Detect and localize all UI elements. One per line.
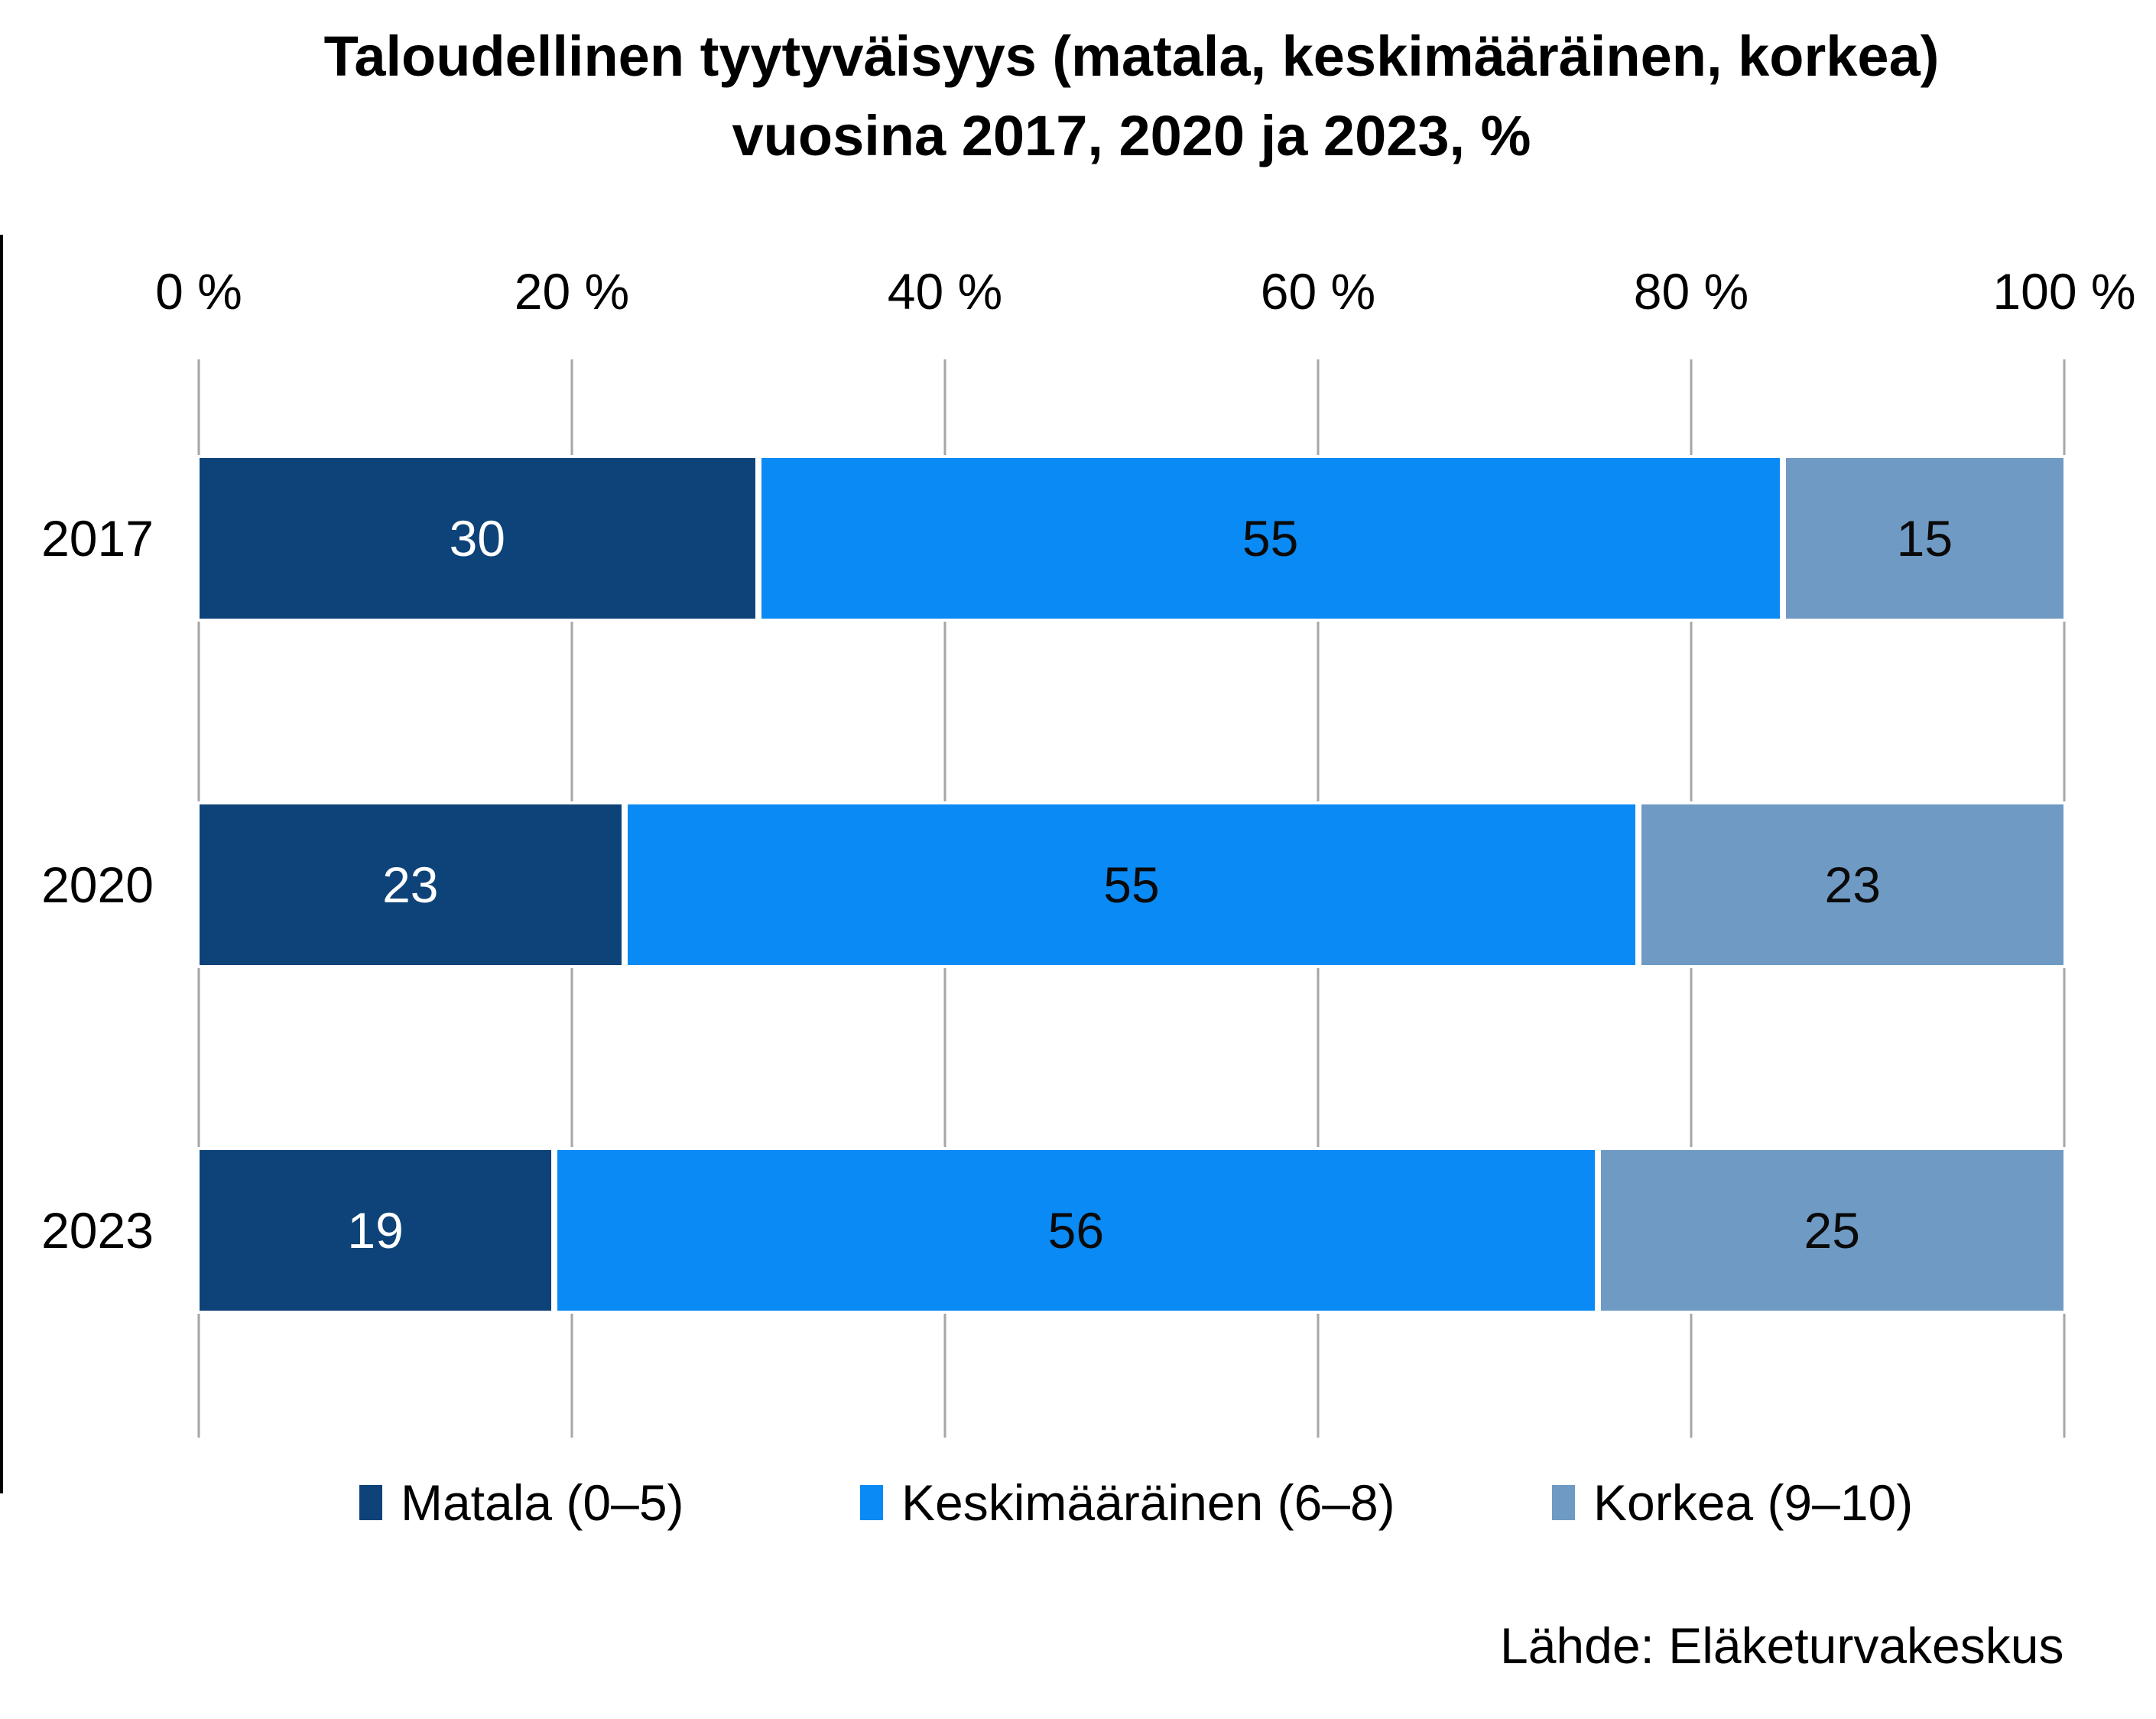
- x-axis: 0 % 20 % 40 % 60 % 80 % 100 %: [155, 257, 2135, 326]
- plot-area: 30 55 15 23 55 23 19 56 25: [196, 359, 2067, 1438]
- bar-row-2017: 30 55 15: [196, 455, 2067, 622]
- bar-value-label: 19: [347, 1202, 404, 1259]
- bar-row-2023: 19 56 25: [196, 1147, 2067, 1314]
- chart-title: Taloudellinen tyytyväisyys (matala, kesk…: [199, 17, 2064, 176]
- x-axis-tick-label: 20 %: [514, 263, 630, 320]
- legend-label: Matala (0–5): [401, 1474, 684, 1531]
- legend-label: Korkea (9–10): [1593, 1474, 1914, 1531]
- bar-segment: 56: [554, 1147, 1598, 1314]
- chart-title-line1: Taloudellinen tyytyväisyys (matala, kesk…: [323, 24, 1940, 88]
- bar-segment: 23: [1638, 801, 2067, 968]
- y-axis-label-2023: 2023: [41, 1202, 154, 1259]
- x-axis-tick-label: 60 %: [1260, 263, 1376, 320]
- y-axis-label-2017: 2017: [41, 510, 154, 567]
- legend-item: Matala (0–5): [359, 1472, 684, 1533]
- legend-label: Keskimääräinen (6–8): [901, 1474, 1395, 1531]
- legend: Matala (0–5) Keskimääräinen (6–8) Korkea (…: [0, 1472, 2156, 1533]
- bar-row-2020: 23 55 23: [196, 801, 2067, 968]
- bar-segment: 55: [624, 801, 1639, 968]
- legend-item: Keskimääräinen (6–8): [860, 1472, 1395, 1533]
- x-axis-tick-label: 80 %: [1633, 263, 1749, 320]
- bar-value-label: 30: [449, 510, 505, 567]
- source-note: Lähde: Eläketurvakeskus: [1500, 1617, 2064, 1674]
- bar-segment: 15: [1782, 455, 2067, 622]
- bar-segment: 25: [1597, 1147, 2067, 1314]
- bar-segment: 30: [196, 455, 758, 622]
- bar-value-label: 23: [1824, 856, 1881, 913]
- bar-segment: 55: [758, 455, 1783, 622]
- x-axis-tick-label: 0 %: [155, 263, 242, 320]
- bar-value-label: 23: [382, 856, 439, 913]
- y-axis-label-2020: 2020: [41, 856, 154, 913]
- x-axis-tick-label: 40 %: [887, 263, 1003, 320]
- x-axis-tick-label: 100 %: [1992, 263, 2136, 320]
- legend-marker-icon: [359, 1485, 382, 1520]
- legend-marker-icon: [860, 1485, 883, 1520]
- chart-title-line2: vuosina 2017, 2020 ja 2023, %: [732, 104, 1531, 167]
- bar-value-label: 15: [1896, 510, 1953, 567]
- left-border-line: [0, 235, 3, 1493]
- legend-marker-icon: [1552, 1485, 1575, 1520]
- bar-segment: 19: [196, 1147, 555, 1314]
- bar-value-label: 56: [1047, 1202, 1105, 1259]
- bar-value-label: 55: [1103, 856, 1160, 913]
- bar-segment: 23: [196, 801, 625, 968]
- bar-value-label: 25: [1804, 1202, 1860, 1259]
- bar-value-label: 55: [1242, 510, 1299, 567]
- legend-item: Korkea (9–10): [1552, 1472, 1913, 1533]
